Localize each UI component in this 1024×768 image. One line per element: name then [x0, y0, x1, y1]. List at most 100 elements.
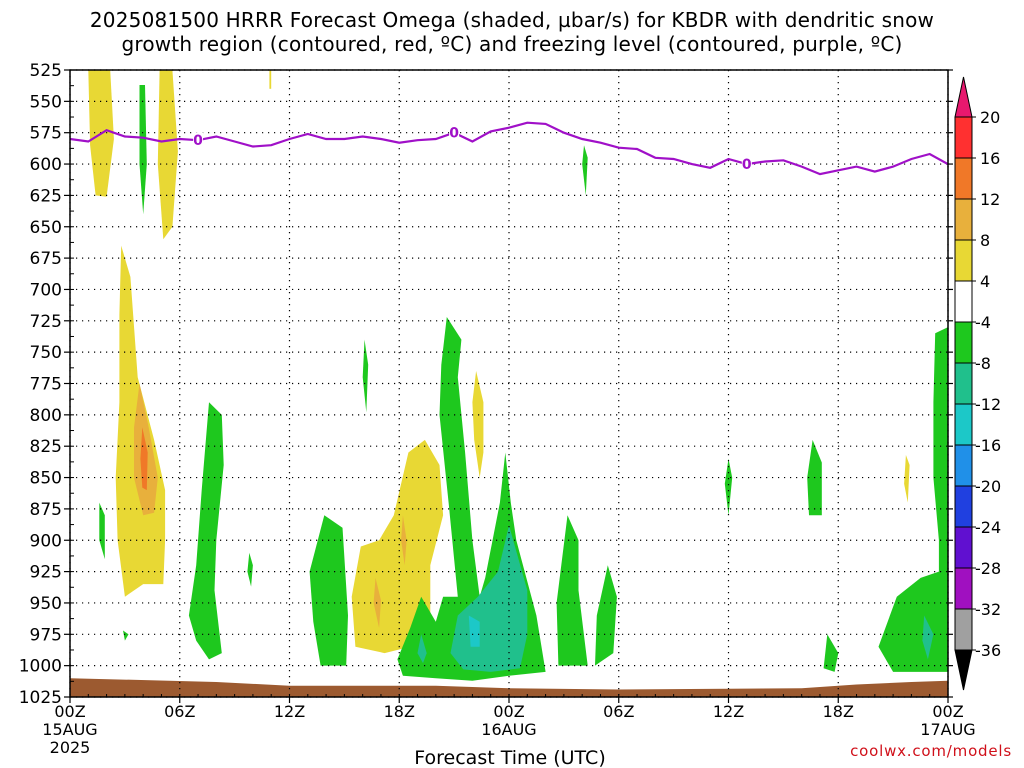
y-tick-label: 725: [30, 312, 62, 332]
omega-region-18: [468, 615, 480, 647]
omega-region-23: [724, 458, 733, 516]
colorbar-top-arrow: [954, 76, 973, 118]
x-tick-label: 00Z: [54, 702, 85, 721]
y-tick-label: 875: [30, 500, 62, 520]
y-tick-label: 575: [30, 124, 62, 144]
colorbar-bottom-arrow: [954, 649, 973, 691]
omega-region-19: [417, 634, 427, 664]
omega-region-20: [556, 515, 588, 666]
y-tick-label: 525: [30, 61, 62, 81]
y-tick-label: 650: [30, 218, 62, 238]
ground-surface: [70, 678, 948, 697]
colorbar-swatch: [954, 526, 973, 569]
omega-region-9: [247, 552, 253, 587]
omega-region-25: [823, 634, 839, 672]
colorbar-label: -4: [975, 313, 991, 332]
colorbar-swatch: [954, 567, 973, 610]
freezing-label-bg: [193, 132, 204, 148]
y-tick-label: 750: [30, 343, 62, 363]
colorbar-label: 16: [980, 149, 1000, 168]
colorbar-swatch: [954, 444, 973, 487]
omega-region-7: [99, 502, 105, 560]
colorbar-label: -8: [975, 354, 991, 373]
omega-region-6: [188, 402, 224, 660]
freezing-level-line: [70, 121, 948, 176]
colorbar-swatch: [954, 280, 973, 323]
colorbar-swatch: [954, 198, 973, 241]
y-tick-label: 900: [30, 531, 62, 551]
colorbar-label: -24: [975, 518, 1001, 537]
colorbar-swatch: [954, 157, 973, 200]
omega-region-26: [904, 455, 910, 503]
colorbar-label: -36: [975, 641, 1001, 660]
colorbar-swatch: [954, 608, 973, 651]
colorbar-label: -28: [975, 559, 1001, 578]
colorbar-swatch: [954, 321, 973, 364]
omega-region-11: [309, 515, 348, 666]
omega-region-29: [269, 70, 272, 89]
y-tick-label: 675: [30, 249, 62, 269]
x-axis-label: Forecast Time (UTC): [414, 747, 605, 768]
x-tick-label: 18Z: [823, 702, 854, 721]
x-tick-label: 00Z: [493, 702, 524, 721]
chart-title: 2025081500 HRRR Forecast Omega (shaded, …: [0, 8, 1024, 56]
omega-region-17: [450, 525, 528, 672]
x-tick-date: 15AUG: [42, 720, 97, 739]
chart-title-line2: growth region (contoured, red, ºC) and f…: [121, 32, 903, 56]
y-tick-label: 925: [30, 563, 62, 583]
colorbar-label: 12: [980, 190, 1000, 209]
x-tick-label: 00Z: [932, 702, 963, 721]
y-tick-label: 625: [30, 186, 62, 206]
chart-title-line1: 2025081500 HRRR Forecast Omega (shaded, …: [89, 8, 935, 32]
colorbar-swatch: [954, 239, 973, 282]
colorbar-swatch: [954, 485, 973, 528]
omega-region-5: [140, 427, 148, 491]
y-tick-label: 850: [30, 469, 62, 489]
x-tick-label: 06Z: [603, 702, 634, 721]
freezing-label-bg: [449, 124, 460, 140]
credit-text: coolwx.com/models: [850, 742, 1012, 760]
freezing-label-bg: [741, 156, 752, 172]
x-tick-label: 12Z: [713, 702, 744, 721]
freezing-level-label: 0: [193, 133, 203, 149]
colorbar-label: -16: [975, 436, 1001, 455]
omega-region-2: [139, 85, 147, 215]
y-tick-label: 975: [30, 625, 62, 645]
omega-region-8: [123, 630, 129, 641]
x-tick-label: 06Z: [164, 702, 195, 721]
colorbar-swatch: [954, 362, 973, 405]
colorbar-swatch: [954, 403, 973, 446]
y-tick-label: 825: [30, 437, 62, 457]
freezing-level-label: 0: [449, 126, 459, 142]
y-tick-label: 950: [30, 594, 62, 614]
colorbar-label: 8: [980, 231, 990, 250]
omega-region-27: [878, 327, 948, 672]
y-tick-label: 1025: [19, 688, 62, 708]
y-tick-label: 550: [30, 92, 62, 112]
x-tick-label: 12Z: [274, 702, 305, 721]
y-tick-label: 775: [30, 375, 62, 395]
y-tick-label: 1000: [19, 657, 62, 677]
y-tick-label: 600: [30, 155, 62, 175]
colorbar-label: -20: [975, 477, 1001, 496]
x-tick-label: 18Z: [384, 702, 415, 721]
omega-region-14: [401, 515, 407, 566]
x-tick-date: 17AUG: [920, 720, 975, 739]
omega-region-1: [157, 70, 178, 240]
omega-region-10: [362, 339, 369, 413]
omega-region-15: [472, 371, 484, 478]
colorbar-swatch: [954, 116, 973, 159]
omega-region-28: [922, 615, 934, 660]
y-tick-label: 800: [30, 406, 62, 426]
omega-region-13: [373, 577, 381, 628]
colorbar-label: -12: [975, 395, 1001, 414]
omega-region-22: [582, 145, 588, 196]
colorbar-label: -32: [975, 600, 1001, 619]
freezing-level-label: 0: [742, 157, 752, 173]
x-tick-year: 2025: [50, 738, 91, 757]
x-tick-date: 16AUG: [481, 720, 536, 739]
colorbar-label: 20: [980, 108, 1000, 127]
y-tick-label: 700: [30, 280, 62, 300]
omega-region-21: [595, 565, 617, 666]
